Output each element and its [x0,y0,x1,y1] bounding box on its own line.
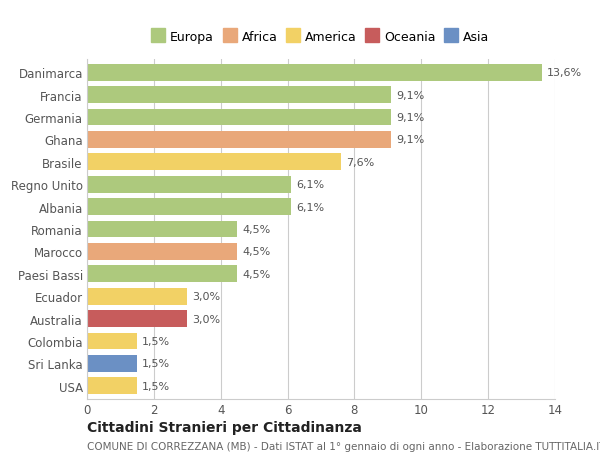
Bar [87,87,391,104]
Text: 9,1%: 9,1% [396,113,424,123]
Text: 4,5%: 4,5% [242,224,271,235]
Bar [87,378,137,394]
Text: 13,6%: 13,6% [547,68,582,78]
Bar [87,176,291,193]
Text: 9,1%: 9,1% [396,90,424,101]
Text: 3,0%: 3,0% [192,291,220,302]
Bar [87,333,137,350]
Bar [87,65,542,81]
Text: 9,1%: 9,1% [396,135,424,145]
Text: 1,5%: 1,5% [142,381,170,391]
Text: COMUNE DI CORREZZANA (MB) - Dati ISTAT al 1° gennaio di ogni anno - Elaborazione: COMUNE DI CORREZZANA (MB) - Dati ISTAT a… [87,441,600,451]
Bar [87,221,238,238]
Text: 6,1%: 6,1% [296,180,324,190]
Text: 4,5%: 4,5% [242,247,271,257]
Bar [87,288,187,305]
Text: 3,0%: 3,0% [192,314,220,324]
Text: 1,5%: 1,5% [142,358,170,369]
Bar [87,154,341,171]
Text: 7,6%: 7,6% [346,157,374,168]
Text: 6,1%: 6,1% [296,202,324,212]
Bar [87,199,291,216]
Text: 1,5%: 1,5% [142,336,170,346]
Bar [87,355,137,372]
Bar [87,132,391,149]
Text: 4,5%: 4,5% [242,269,271,279]
Legend: Europa, Africa, America, Oceania, Asia: Europa, Africa, America, Oceania, Asia [150,28,492,47]
Bar [87,266,238,283]
Bar [87,310,187,327]
Bar [87,109,391,126]
Text: Cittadini Stranieri per Cittadinanza: Cittadini Stranieri per Cittadinanza [87,420,362,434]
Bar [87,243,238,260]
